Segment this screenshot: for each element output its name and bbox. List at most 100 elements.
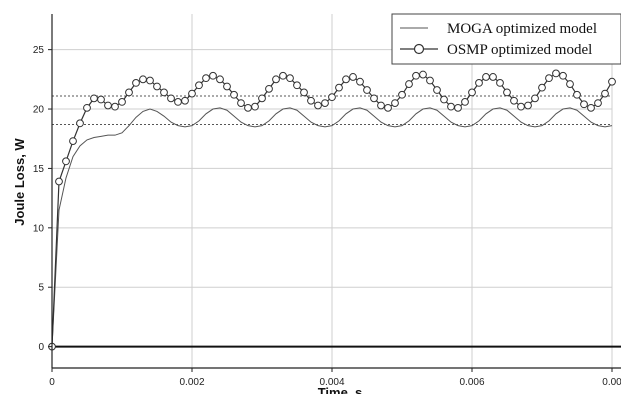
x-tick-labels: 0 0.002 0.004 0.006 0.00 — [49, 377, 621, 388]
legend-moga-label: MOGA optimized model — [447, 21, 597, 37]
osmp-data-point — [188, 89, 196, 98]
osmp-data-point — [293, 81, 301, 90]
x-tick-label: 0.006 — [459, 377, 484, 388]
osmp-data-point — [223, 82, 231, 91]
osmp-data-point — [559, 71, 567, 80]
x-tick-label: 0.00 — [602, 377, 621, 388]
osmp-data-point — [167, 94, 175, 103]
osmp-data-point — [174, 98, 182, 106]
osmp-data-point — [265, 84, 273, 93]
osmp-data-point — [146, 76, 154, 85]
osmp-data-point — [202, 74, 210, 83]
osmp-data-point — [195, 81, 203, 90]
osmp-data-point — [258, 94, 266, 103]
osmp-data-point — [405, 80, 413, 88]
x-axis-title: Time, s — [318, 385, 363, 394]
osmp-data-point — [531, 94, 539, 103]
osmp-data-point — [104, 101, 112, 110]
osmp-data-point — [419, 70, 427, 79]
osmp-data-point — [356, 77, 364, 86]
osmp-data-point — [552, 69, 560, 78]
y-tick-label: 5 — [38, 283, 44, 294]
osmp-data-point — [307, 96, 315, 105]
osmp-data-point — [125, 88, 133, 97]
x-tick-label: 0.004 — [319, 377, 344, 388]
osmp-data-point — [286, 74, 294, 83]
osmp-data-point — [587, 103, 595, 112]
osmp-data-point — [545, 74, 553, 83]
osmp-data-point — [328, 93, 336, 102]
osmp-data-point — [377, 101, 385, 110]
osmp-data-point — [433, 86, 441, 94]
legend-box — [391, 13, 621, 65]
osmp-data-point — [475, 78, 483, 87]
osmp-data-point — [496, 78, 504, 87]
osmp-data-point — [181, 96, 189, 105]
osmp-data-point — [90, 94, 98, 103]
osmp-data-point — [370, 94, 378, 103]
osmp-data-point — [111, 102, 119, 111]
osmp-data-point — [538, 83, 546, 92]
osmp-data-point — [209, 71, 217, 80]
osmp-data-point — [391, 99, 399, 107]
osmp-data-point — [160, 88, 168, 97]
moga-series — [51, 107, 613, 347]
x-tick-label: 0.002 — [179, 377, 204, 388]
osmp-data-point — [608, 77, 616, 86]
osmp-data-point — [426, 76, 434, 85]
osmp-data-point — [510, 96, 518, 105]
series-layer — [48, 69, 616, 351]
osmp-data-point — [461, 98, 469, 106]
y-tick-label: 15 — [33, 164, 45, 175]
osmp-data-point — [601, 89, 609, 98]
axes — [48, 14, 621, 372]
legend-osmp-marker — [413, 43, 425, 55]
osmp-data-point — [517, 102, 525, 111]
y-tick-label: 20 — [33, 105, 45, 116]
osmp-data-point — [335, 83, 343, 92]
osmp-data-point — [76, 119, 84, 128]
osmp-data-point — [412, 71, 420, 80]
osmp-data-point — [237, 99, 245, 107]
y-tick-labels: 0 5 10 15 20 25 — [33, 45, 45, 353]
osmp-data-point — [272, 75, 280, 84]
osmp-data-point — [153, 82, 161, 91]
osmp-data-point — [132, 78, 140, 87]
x-tick-label: 0 — [49, 377, 55, 388]
osmp-data-point — [482, 73, 490, 81]
osmp-data-point — [97, 95, 105, 104]
osmp-data-point — [524, 101, 532, 110]
osmp-data-point — [349, 73, 357, 81]
osmp-data-point — [398, 90, 406, 99]
moga-line — [51, 107, 613, 347]
y-tick-label: 25 — [33, 45, 45, 56]
y-tick-label: 10 — [33, 223, 45, 234]
osmp-data-point — [447, 102, 455, 111]
legend-osmp-label: OSMP optimized model — [447, 42, 592, 58]
osmp-data-point — [62, 157, 70, 166]
y-tick-label: 0 — [38, 342, 44, 353]
osmp-data-point — [230, 90, 238, 99]
osmp-data-point — [279, 71, 287, 80]
osmp-data-point — [468, 88, 476, 97]
osmp-data-point — [566, 80, 574, 88]
osmp-data-point — [489, 73, 497, 81]
osmp-data-point — [83, 103, 91, 112]
y-axis-title: Joule Loss, W — [12, 138, 27, 226]
osmp-data-point — [118, 98, 126, 106]
osmp-data-point — [139, 75, 147, 84]
osmp-data-point — [440, 95, 448, 104]
osmp-data-point — [321, 99, 329, 107]
osmp-data-point — [573, 90, 581, 99]
osmp-data-point — [580, 100, 588, 109]
osmp-data-point — [244, 103, 252, 112]
osmp-data-point — [69, 137, 77, 146]
osmp-data-point — [314, 101, 322, 110]
osmp-data-point — [342, 75, 350, 84]
osmp-data-point — [454, 103, 462, 112]
osmp-data-point — [384, 103, 392, 112]
osmp-data-point — [55, 177, 63, 186]
osmp-data-point — [300, 88, 308, 97]
